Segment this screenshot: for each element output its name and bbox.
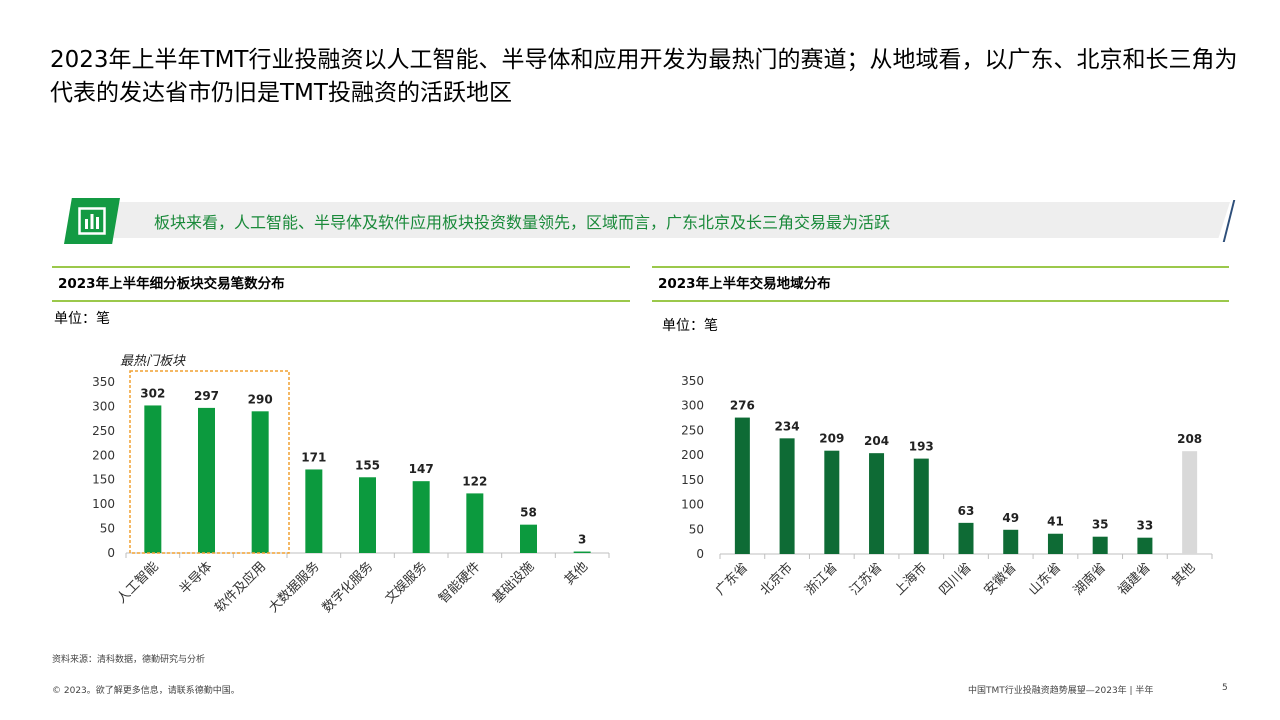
sector-category-label: 其他 [562, 559, 591, 588]
region-category-label: 四川省 [937, 560, 975, 598]
region-data-label: 63 [958, 504, 975, 518]
sector-data-label: 302 [140, 386, 165, 400]
region-bar [824, 450, 840, 554]
region-y-tick: 200 [681, 448, 704, 462]
region-data-label: 33 [1137, 519, 1154, 533]
sector-data-label: 155 [355, 458, 380, 472]
region-data-label: 208 [1177, 432, 1202, 446]
region-y-tick: 350 [681, 374, 704, 388]
region-bar [869, 453, 885, 554]
sector-category-label: 智能硬件 [436, 559, 483, 606]
sector-data-label: 290 [248, 392, 273, 406]
page-title: 2023年上半年TMT行业投融资以人工智能、半导体和应用开发为最热门的赛道；从地… [50, 47, 1238, 106]
sector-data-label: 171 [301, 450, 326, 464]
sector-bar [466, 493, 484, 553]
region-category-label: 北京市 [757, 560, 796, 599]
sector-bar [198, 407, 215, 553]
region-data-label: 193 [909, 440, 934, 454]
bar-chart-icon [64, 198, 120, 244]
copyright-note: © 2023。欲了解更多信息，请联系德勤中国。 [52, 686, 240, 696]
sector-y-tick: 200 [92, 448, 115, 462]
sector-bar [573, 551, 591, 553]
region-y-tick: 300 [681, 399, 704, 413]
region-data-label: 209 [819, 432, 844, 446]
hottest-sectors-label: 最热门板块 [120, 354, 186, 369]
region-data-label: 204 [864, 434, 889, 448]
region-y-tick: 50 [689, 522, 704, 536]
sector-y-tick: 350 [92, 375, 115, 389]
sector-bar [412, 481, 430, 553]
sector-category-label: 半导体 [177, 559, 215, 597]
region-category-label: 广东省 [713, 560, 751, 598]
region-category-label: 江苏省 [846, 560, 885, 599]
region-bar [1047, 533, 1063, 554]
region-category-label: 浙江省 [802, 560, 840, 598]
sector-category-label: 数字化服务 [319, 559, 376, 616]
sector-data-label: 58 [520, 506, 537, 520]
region-y-tick: 100 [681, 498, 704, 512]
sector-category-label: 大数据服务 [265, 559, 322, 616]
region-bar [1003, 529, 1019, 554]
region-data-label: 276 [730, 399, 755, 413]
region-category-label: 其他 [1169, 560, 1198, 589]
region-y-tick: 150 [681, 473, 704, 487]
region-y-tick: 0 [696, 547, 704, 561]
region-bar [1137, 537, 1153, 554]
key-finding-banner: 板块来看，人工智能、半导体及软件应用板块投资数量领先，区域而言，广东北京及长三角… [60, 196, 1236, 244]
hottest-sectors-highlight [129, 370, 290, 554]
left-chart-title: 2023年上半年细分板块交易笔数分布 [52, 266, 630, 302]
sector-category-label: 人工智能 [114, 559, 161, 606]
sector-bar [251, 411, 269, 553]
right-chart-title: 2023年上半年交易地域分布 [652, 266, 1229, 302]
region-bar [1182, 451, 1198, 554]
left-chart-unit: 单位：笔 [54, 311, 110, 327]
region-data-label: 35 [1092, 518, 1109, 532]
region-category-label: 安徽省 [981, 560, 1019, 598]
sector-y-tick: 100 [92, 497, 115, 511]
region-data-label: 49 [1002, 511, 1019, 525]
sector-y-tick: 0 [107, 546, 115, 560]
sector-bar [144, 405, 162, 553]
sector-y-tick: 50 [100, 522, 115, 536]
page-number: 5 [1222, 683, 1228, 693]
sector-data-label: 297 [194, 389, 219, 403]
region-data-label: 41 [1047, 515, 1064, 529]
region-data-label: 234 [775, 419, 800, 433]
sector-bar [305, 469, 323, 553]
sector-data-label: 122 [462, 474, 487, 488]
region-category-label: 上海市 [891, 560, 930, 599]
sector-y-tick: 150 [92, 473, 115, 487]
region-category-label: 山东省 [1026, 560, 1064, 598]
sector-category-label: 基础设施 [490, 559, 537, 606]
right-chart-unit: 单位：笔 [662, 318, 718, 334]
region-bar [913, 458, 929, 554]
sector-data-label: 3 [578, 533, 586, 547]
sector-category-label: 软件及应用 [212, 559, 269, 616]
sector-y-tick: 300 [92, 399, 115, 413]
sector-bar-chart: 0 50 100 150 200 250 300 350 302 人工智能 297 半导体 290 软件及… [52, 345, 632, 635]
sector-bar [359, 477, 376, 553]
sector-data-label: 147 [409, 462, 434, 476]
region-bar [1092, 536, 1108, 554]
report-name: 中国TMT行业投融资趋势展望—2023年 | 半年 [968, 686, 1154, 696]
source-note: 资料来源：清科数据，德勤研究与分析 [52, 655, 206, 665]
region-y-tick: 250 [681, 423, 704, 437]
region-bar-chart: 0 50 100 150 200 250 300 350 276 广东省 234 北京市 209 浙江省 2… [655, 360, 1235, 635]
sector-category-label: 文娱服务 [382, 559, 430, 607]
region-category-label: 福建省 [1116, 560, 1154, 598]
sector-y-tick: 250 [92, 424, 115, 438]
banner-background [80, 202, 1230, 238]
region-category-label: 湖南省 [1070, 560, 1109, 599]
sector-bar [520, 524, 537, 553]
region-bar [734, 417, 750, 554]
banner-text: 板块来看，人工智能、半导体及软件应用板块投资数量领先，区域而言，广东北京及长三角… [154, 213, 891, 232]
region-bar [958, 522, 974, 554]
region-bar [779, 438, 795, 554]
